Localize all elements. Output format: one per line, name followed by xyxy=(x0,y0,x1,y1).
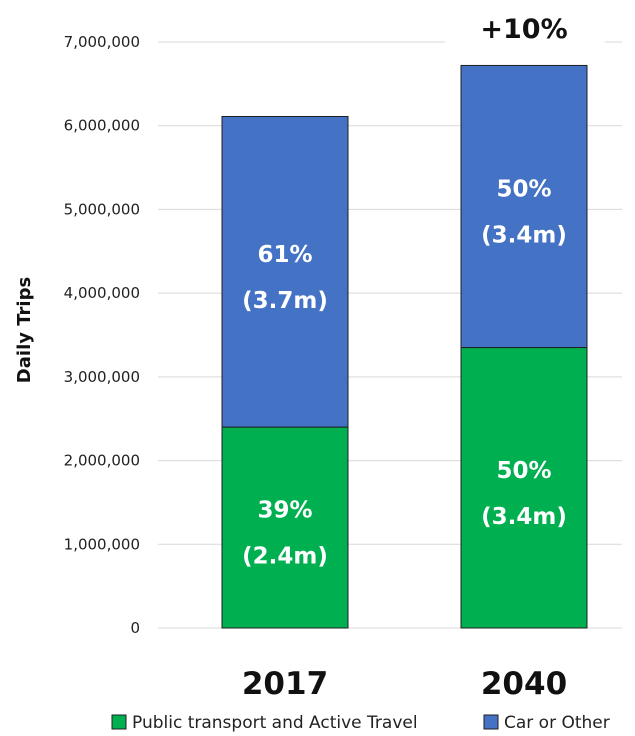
y-tick-label: 4,000,000 xyxy=(64,284,140,302)
legend-swatch-0 xyxy=(111,714,127,730)
data-label-percent: 50% xyxy=(496,458,551,484)
x-category-label: 2017 xyxy=(242,666,328,702)
y-tick-label: 7,000,000 xyxy=(64,33,140,51)
y-tick-label: 6,000,000 xyxy=(64,117,140,135)
annotation-backdrop xyxy=(445,8,605,48)
data-label-value: (3.7m) xyxy=(242,288,328,314)
bar-2040-series-1 xyxy=(460,64,588,349)
bar-2040-series-0 xyxy=(460,347,588,629)
y-tick-label: 0 xyxy=(130,619,140,637)
data-label-percent: 50% xyxy=(496,176,551,202)
bar-2017-series-1 xyxy=(221,116,349,428)
y-tick-label: 2,000,000 xyxy=(64,452,140,470)
bars: 39% (2.4m) 61% (3.7m) 50% (3.4m) 50% (3.4m) xyxy=(221,64,588,629)
growth-annotation: +10% xyxy=(480,14,567,45)
bar-2017-series-0 xyxy=(221,426,349,629)
data-label-percent: 39% xyxy=(257,498,312,524)
x-category-label: 2040 xyxy=(481,666,567,702)
legend-label-0: Public transport and Active Travel xyxy=(132,713,418,733)
y-axis-ticks: 0 1,000,000 2,000,000 3,000,000 4,000,000 5,0… xyxy=(64,33,140,637)
x-axis-categories: 2017 2040 xyxy=(242,666,567,702)
data-label-value: (3.4m) xyxy=(481,222,567,248)
data-label-value: (3.4m) xyxy=(481,504,567,530)
legend-swatch-1 xyxy=(483,714,499,730)
y-tick-label: 1,000,000 xyxy=(64,535,140,553)
legend: Public transport and Active Travel Car or… xyxy=(111,713,610,733)
y-tick-label: 5,000,000 xyxy=(64,200,140,218)
data-label-value: (2.4m) xyxy=(242,544,328,570)
legend-label-1: Car or Other xyxy=(504,713,610,733)
y-axis-label: Daily Trips xyxy=(14,277,35,383)
y-tick-label: 3,000,000 xyxy=(64,368,140,386)
data-label-percent: 61% xyxy=(257,242,312,268)
